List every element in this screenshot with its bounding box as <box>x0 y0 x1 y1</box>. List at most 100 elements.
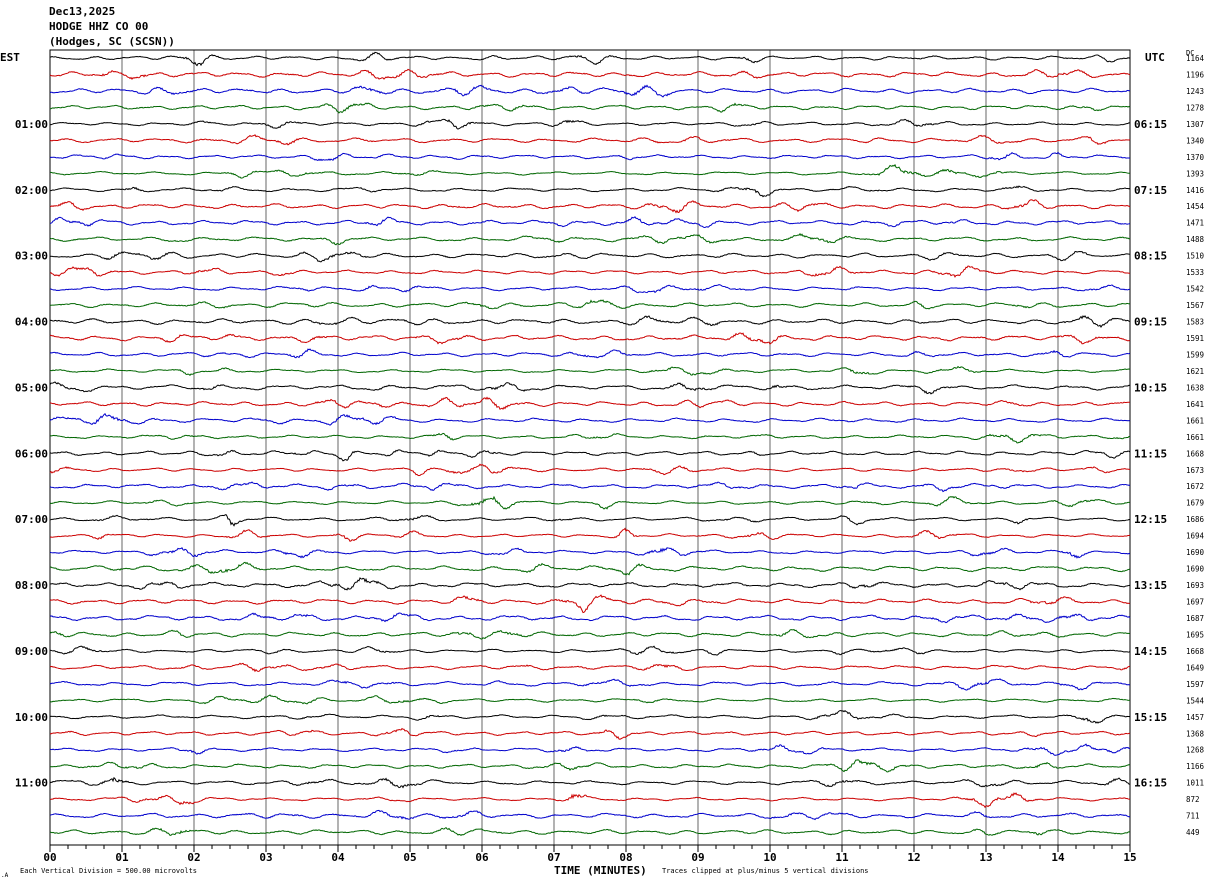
dc-offset-value: 1196 <box>1186 70 1205 79</box>
dc-offset-value: 1583 <box>1186 318 1204 327</box>
est-hour-label: 05:00 <box>15 381 48 394</box>
scale-note: Each Vertical Division = 500.00 microvol… <box>20 867 198 875</box>
clip-note: Traces clipped at plus/minus 5 vertical … <box>662 867 869 875</box>
seismogram-trace <box>49 792 1131 809</box>
seismogram-trace <box>49 432 1131 444</box>
x-tick-label: 12 <box>907 851 920 864</box>
seismogram-trace <box>49 463 1131 477</box>
seismogram-trace <box>49 265 1131 278</box>
seismogram-trace <box>49 577 1131 591</box>
seismogram-trace <box>49 645 1131 656</box>
dc-offset-value: 1307 <box>1186 120 1204 129</box>
seismogram-trace <box>49 185 1131 198</box>
x-tick-label: 02 <box>187 851 200 864</box>
dc-offset-value: 1457 <box>1186 713 1204 722</box>
utc-hour-label: 10:15 <box>1134 381 1167 394</box>
utc-hour-label: 14:15 <box>1134 645 1167 658</box>
dc-offset-value: 1510 <box>1186 252 1205 261</box>
dc-offset-value: 872 <box>1186 795 1200 804</box>
seismogram-trace <box>49 678 1131 691</box>
utc-hour-label: 12:15 <box>1134 513 1167 526</box>
x-tick-label: 03 <box>259 851 272 864</box>
dc-offset-value: 1567 <box>1186 301 1204 310</box>
dc-offset-value: 1597 <box>1186 680 1204 689</box>
dc-offset-value: 1454 <box>1186 202 1205 211</box>
dc-offset-value: 1370 <box>1186 153 1205 162</box>
dc-offset-value: 1673 <box>1186 466 1204 475</box>
seismogram-trace <box>49 826 1131 836</box>
utc-hour-label: 13:15 <box>1134 579 1167 592</box>
seismogram-trace <box>49 102 1131 114</box>
utc-hour-label: 15:15 <box>1134 711 1167 724</box>
dc-offset-value: 1679 <box>1186 499 1204 508</box>
seismogram-trace <box>49 743 1131 756</box>
seismogram-trace <box>49 776 1131 789</box>
x-tick-label: 01 <box>115 851 129 864</box>
seismogram-trace <box>49 449 1131 462</box>
dc-offset-value: 1641 <box>1186 400 1204 409</box>
seismogram-trace <box>49 232 1131 246</box>
seismogram-trace <box>49 514 1131 527</box>
utc-hour-label: 08:15 <box>1134 250 1167 263</box>
seismogram-trace <box>49 612 1131 624</box>
seismogram-trace <box>49 84 1131 98</box>
right-timezone-label: UTC <box>1145 51 1165 64</box>
est-hour-label: 03:00 <box>15 250 48 263</box>
dc-offset-value: 1591 <box>1186 334 1204 343</box>
seismogram-trace <box>50 51 1131 67</box>
seismogram-trace <box>49 348 1131 359</box>
dc-offset-value: 1621 <box>1186 367 1204 376</box>
dc-offset-value: 1687 <box>1186 614 1204 623</box>
x-axis-label: TIME (MINUTES) <box>554 864 647 877</box>
est-hour-label: 10:00 <box>15 711 48 724</box>
seismogram-trace <box>49 134 1131 146</box>
dc-offset-value: 1164 <box>1186 54 1205 63</box>
x-tick-label: 08 <box>619 851 632 864</box>
dc-offset-value: 1544 <box>1186 696 1205 705</box>
dc-offset-value: 449 <box>1186 828 1200 837</box>
x-tick-label: 05 <box>403 851 416 864</box>
utc-hour-label: 09:15 <box>1134 316 1167 329</box>
left-timezone-label: EST <box>0 51 20 64</box>
dc-offset-value: 1599 <box>1186 350 1204 359</box>
x-tick-label: 10 <box>763 851 776 864</box>
dc-offset-value: 1668 <box>1186 647 1205 656</box>
dc-offset-header: DC <box>1186 49 1195 57</box>
seismogram-trace <box>49 481 1131 493</box>
plot-frame <box>49 49 1131 846</box>
utc-hour-label: 06:15 <box>1134 118 1167 131</box>
dc-offset-value: 1368 <box>1186 729 1205 738</box>
seismogram-trace <box>49 68 1131 81</box>
corner-mark: .A <box>1 872 9 879</box>
seismogram-trace <box>49 332 1131 345</box>
dc-offset-value: 1672 <box>1186 482 1204 491</box>
seismogram-trace <box>49 381 1131 395</box>
seismogram-trace <box>49 413 1131 426</box>
x-tick-label: 07 <box>547 851 560 864</box>
x-tick-label: 15 <box>1123 851 1136 864</box>
seismogram-trace <box>49 163 1131 179</box>
utc-hour-label: 11:15 <box>1134 447 1167 460</box>
x-tick-label: 14 <box>1051 851 1065 864</box>
dc-offset-value: 1393 <box>1186 169 1204 178</box>
dc-offset-value: 1694 <box>1186 532 1205 541</box>
seismogram-trace <box>49 527 1131 542</box>
seismogram-trace <box>49 759 1131 773</box>
dc-offset-value: 1268 <box>1186 746 1205 755</box>
x-tick-label: 06 <box>475 851 489 864</box>
seismogram-trace <box>49 216 1131 229</box>
dc-offset-value: 1471 <box>1186 219 1204 228</box>
dc-offset-value: 1488 <box>1186 235 1205 244</box>
est-hour-label: 09:00 <box>15 645 48 658</box>
dc-offset-value: 711 <box>1186 812 1200 821</box>
dc-offset-value: 1649 <box>1186 663 1204 672</box>
dc-offset-value: 1340 <box>1186 136 1205 145</box>
utc-hour-label: 07:15 <box>1134 184 1167 197</box>
seismogram-trace <box>49 547 1131 559</box>
seismogram-trace <box>49 118 1131 130</box>
station-id: HODGE HHZ CO 00 <box>49 20 149 33</box>
seismogram-trace <box>49 709 1131 724</box>
dc-offset-value: 1011 <box>1186 779 1204 788</box>
dc-offset-value: 1278 <box>1186 103 1205 112</box>
